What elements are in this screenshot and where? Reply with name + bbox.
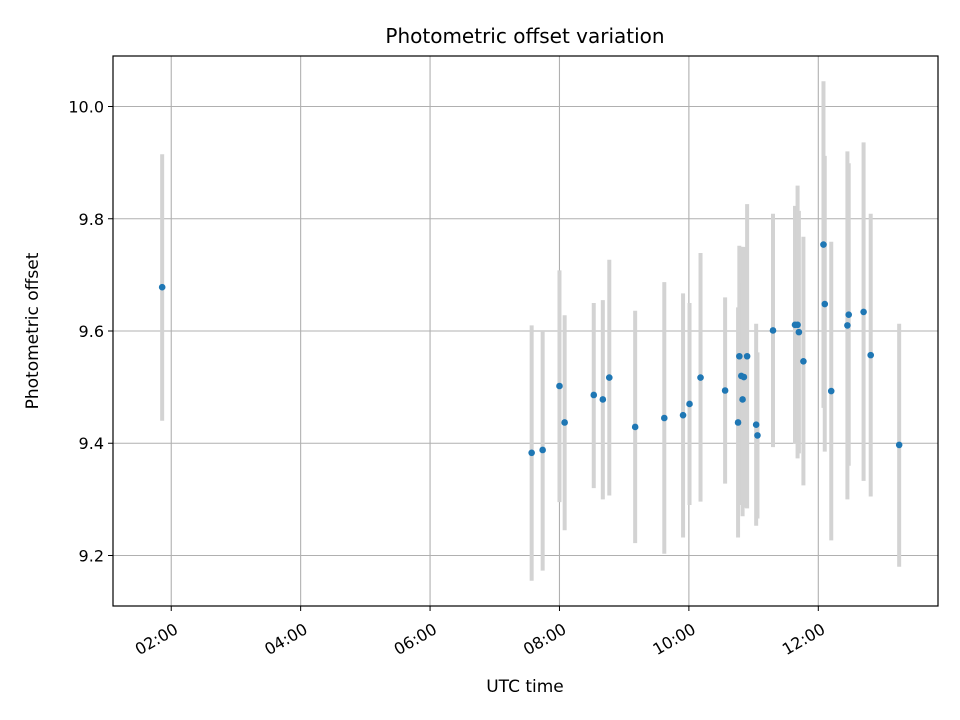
data-point — [734, 419, 742, 426]
chart-title: Photometric offset variation — [385, 24, 664, 48]
data-point — [821, 300, 829, 308]
y-tick-label: 9.2 — [79, 546, 104, 565]
data-point — [686, 400, 693, 408]
y-tick-label: 9.8 — [79, 210, 104, 229]
data-point — [697, 374, 704, 381]
data-point — [556, 382, 563, 390]
data-point — [660, 414, 668, 422]
data-point — [721, 387, 729, 394]
data-point — [794, 321, 801, 329]
data-point — [740, 373, 748, 381]
data-point — [845, 311, 853, 319]
data-point — [769, 327, 777, 334]
y-axis-ticks: 9.2 9.4 9.6 9.8 10.0 — [68, 98, 113, 565]
data-point — [528, 449, 535, 457]
data-point — [820, 241, 827, 248]
data-points — [158, 241, 903, 457]
y-tick-label: 9.4 — [79, 434, 104, 453]
data-point — [795, 328, 803, 336]
x-axis-title: UTC time — [486, 677, 564, 697]
data-point — [827, 387, 835, 395]
data-point — [895, 441, 903, 449]
data-point — [590, 391, 598, 399]
data-point — [158, 283, 166, 291]
data-point — [867, 351, 875, 359]
data-point — [736, 352, 743, 360]
data-point — [679, 411, 687, 419]
y-axis-title: Photometric offset — [23, 252, 43, 409]
y-tick-label: 10.0 — [68, 98, 104, 117]
data-point — [743, 352, 751, 360]
data-point — [800, 358, 807, 365]
data-point — [605, 374, 613, 381]
data-point — [599, 396, 607, 403]
y-tick-label: 9.6 — [79, 322, 104, 341]
data-point — [539, 446, 546, 454]
data-point — [860, 308, 867, 316]
data-point — [752, 421, 760, 429]
data-point — [561, 419, 568, 426]
data-point — [631, 423, 639, 431]
data-point — [739, 396, 746, 403]
data-point — [754, 432, 761, 439]
data-point — [844, 322, 851, 329]
